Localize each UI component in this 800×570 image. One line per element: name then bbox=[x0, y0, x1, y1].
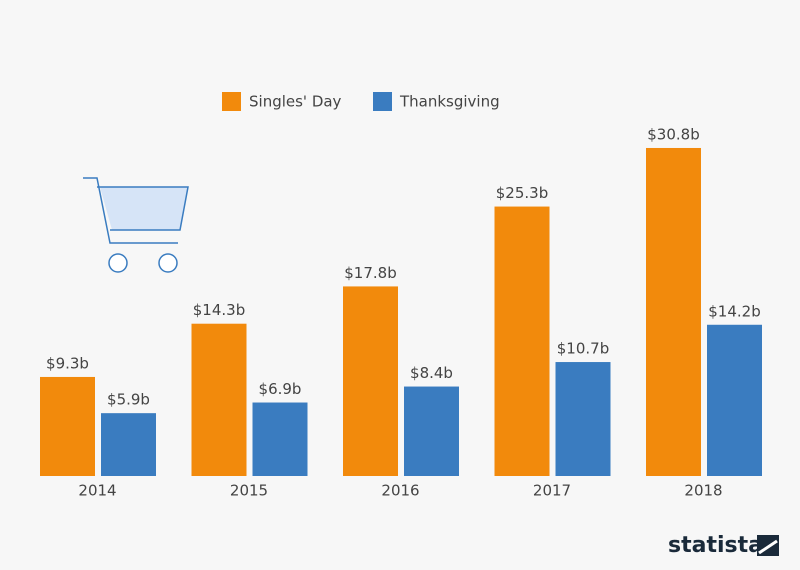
bar bbox=[555, 362, 611, 476]
bar bbox=[101, 413, 156, 476]
x-tick-label: 2015 bbox=[230, 482, 268, 500]
bar bbox=[252, 402, 308, 476]
value-label: $17.8b bbox=[344, 264, 396, 282]
bar bbox=[343, 286, 398, 476]
source-logo: statista bbox=[668, 533, 763, 558]
legend-label: Singles' Day bbox=[249, 93, 342, 111]
bar bbox=[707, 324, 762, 476]
cart-icon bbox=[83, 177, 189, 273]
value-label: $14.3b bbox=[193, 301, 245, 319]
value-label: $6.9b bbox=[259, 380, 302, 398]
bar bbox=[40, 376, 95, 476]
x-tick-label: 2017 bbox=[533, 482, 571, 500]
value-label: $8.4b bbox=[410, 364, 453, 382]
logo-mark bbox=[757, 535, 779, 556]
x-tick-label: 2018 bbox=[684, 482, 722, 500]
bar bbox=[404, 386, 459, 476]
x-tick-label: 2016 bbox=[381, 482, 419, 500]
legend-swatch bbox=[222, 92, 241, 111]
value-label: $30.8b bbox=[647, 125, 699, 143]
value-label: $10.7b bbox=[557, 340, 609, 358]
legend-swatch bbox=[373, 92, 392, 111]
legend-label: Thanksgiving bbox=[399, 93, 500, 111]
bar bbox=[191, 323, 247, 476]
x-tick-label: 2014 bbox=[78, 482, 116, 500]
value-label: $5.9b bbox=[107, 391, 150, 409]
bar bbox=[494, 206, 550, 476]
value-label: $25.3b bbox=[496, 184, 548, 202]
bar bbox=[646, 147, 701, 477]
value-label: $14.2b bbox=[708, 302, 760, 320]
value-label: $9.3b bbox=[46, 354, 89, 372]
